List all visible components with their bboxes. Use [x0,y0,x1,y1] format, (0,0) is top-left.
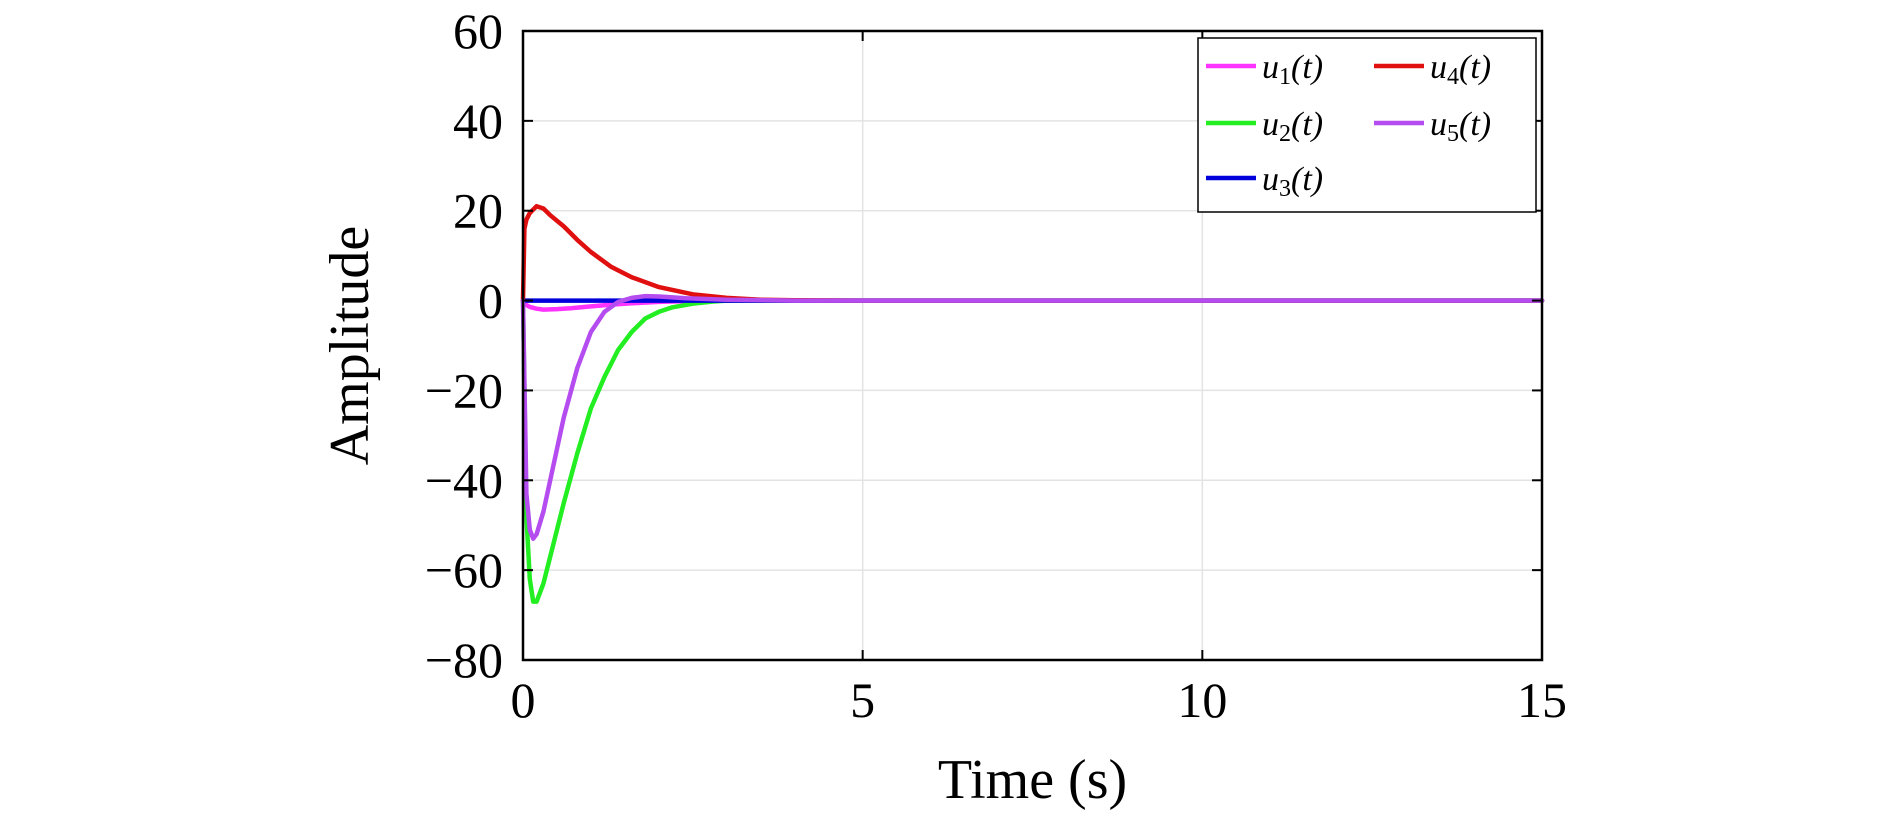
legend-label-subscript: 3 [1279,176,1291,202]
y-tick-label: −60 [425,542,503,598]
legend-item-u3: u3(t) [1206,161,1323,202]
y-axis-tick-labels: 60 40 20 0 −20 −40 −60 −80 [425,3,503,688]
y-tick-label: 60 [453,3,503,59]
x-tick-label: 0 [511,672,536,728]
y-axis-title: Amplitude [319,226,381,466]
legend-item-u5: u5(t) [1374,106,1491,147]
legend-label: u2(t) [1262,106,1323,147]
y-tick-label: −20 [425,362,503,418]
legend-label: u1(t) [1262,49,1323,90]
y-tick-label: −40 [425,452,503,508]
legend-label: u4(t) [1430,49,1491,90]
y-tick-label: 0 [478,273,503,329]
x-tick-label: 5 [850,672,875,728]
legend-label: u5(t) [1430,106,1491,147]
legend-label-subscript: 4 [1447,64,1459,90]
y-tick-label: 20 [453,183,503,239]
legend-label-main: u [1262,49,1279,86]
legend-label-main: u [1430,106,1447,143]
legend-label-subscript: 1 [1279,64,1291,90]
legend-item-u4: u4(t) [1374,49,1491,90]
x-tick-label: 10 [1177,672,1227,728]
x-axis-tick-labels: 0 5 10 15 [511,672,1568,728]
series-line-u5 [520,293,1545,541]
legend-label-argument: (t) [1459,49,1491,86]
legend: u1(t)u2(t)u3(t)u4(t)u5(t) [1197,37,1537,213]
series-layer [520,203,1545,604]
legend-label-main: u [1262,106,1279,143]
legend-item-u2: u2(t) [1206,106,1323,147]
legend-label-subscript: 2 [1279,121,1291,147]
legend-label-main: u [1430,49,1447,86]
y-tick-label: −80 [425,632,503,688]
legend-label-argument: (t) [1291,161,1323,198]
plot-area-frame [521,29,1544,662]
legend-label-argument: (t) [1459,106,1491,143]
legend-label-argument: (t) [1291,49,1323,86]
legend-label-main: u [1262,161,1279,198]
legend-label-subscript: 5 [1447,121,1459,147]
legend-item-u1: u1(t) [1206,49,1323,90]
y-tick-label: 40 [453,93,503,149]
x-axis-title: Time (s) [938,749,1127,811]
legend-label-argument: (t) [1291,106,1323,143]
x-tick-label: 15 [1517,672,1567,728]
legend-label: u3(t) [1262,161,1323,202]
